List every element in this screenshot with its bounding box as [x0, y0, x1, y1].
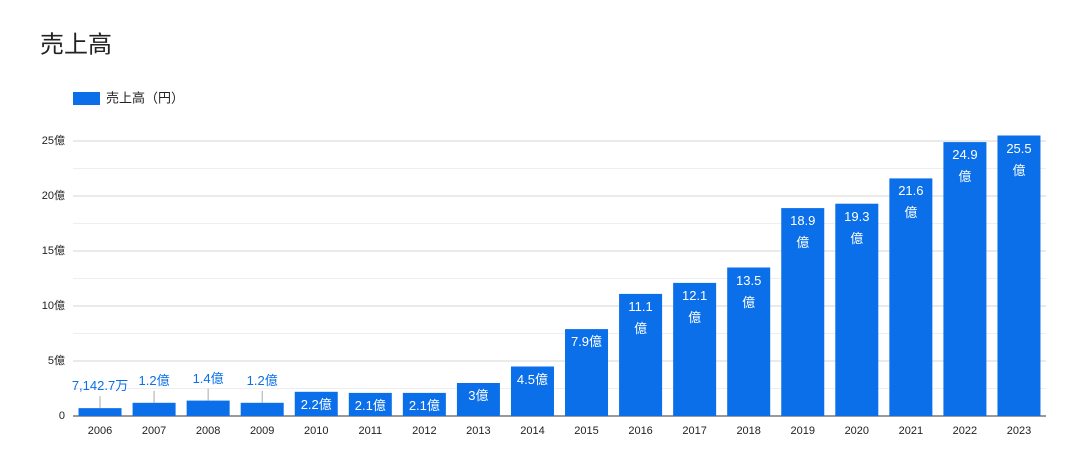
bar	[294, 391, 338, 416]
x-tick-label: 2019	[791, 425, 815, 437]
x-tick-label: 2009	[250, 425, 274, 437]
bar	[240, 402, 284, 416]
value-label: 7,142.7万	[71, 378, 129, 394]
x-tick-label: 2006	[88, 425, 112, 437]
bar	[456, 383, 500, 416]
value-label: 18.9億	[790, 213, 816, 251]
value-label: 12.1億	[681, 287, 708, 325]
bar	[348, 392, 392, 416]
x-tick-label: 2020	[845, 425, 869, 437]
value-label: 4.5億	[516, 371, 548, 387]
bar	[997, 135, 1041, 416]
bar	[402, 392, 446, 416]
x-tick-label: 2013	[466, 425, 490, 437]
value-label: 1.2億	[138, 372, 170, 388]
x-tick-label: 2016	[628, 425, 652, 437]
x-tick-label: 2021	[899, 425, 923, 437]
x-tick-label: 2022	[953, 425, 977, 437]
x-tick-label: 2018	[736, 425, 760, 437]
x-tick-label: 2012	[412, 425, 436, 437]
value-label: 11.1億	[628, 298, 653, 336]
x-tick-label: 2017	[682, 425, 706, 437]
bar	[186, 400, 230, 416]
y-tick-label: 15億	[42, 244, 65, 257]
value-label: 2.2億	[300, 396, 332, 412]
y-tick-label: 25億	[42, 134, 65, 147]
x-tick-label: 2011	[358, 425, 382, 437]
x-tick-label: 2007	[142, 425, 166, 437]
value-label: 21.6億	[898, 183, 924, 221]
legend-label: 売上高（円）	[106, 90, 184, 105]
x-tick-label: 2014	[520, 425, 544, 437]
bar	[835, 203, 879, 416]
value-label: 25.5億	[1006, 140, 1032, 178]
chart-title: 売上高	[40, 31, 112, 58]
value-label: 1.4億	[192, 370, 224, 386]
bar	[565, 329, 609, 416]
value-label: 1.2億	[246, 372, 278, 388]
bar	[132, 402, 176, 416]
bar	[673, 282, 717, 416]
bar	[510, 366, 554, 416]
bar	[889, 178, 933, 416]
x-tick-label: 2008	[196, 425, 220, 437]
bar	[943, 142, 987, 416]
bar	[78, 408, 122, 416]
bar	[781, 208, 825, 416]
y-tick-label: 20億	[42, 189, 65, 202]
x-tick-label: 2023	[1007, 425, 1031, 437]
value-label: 24.9億	[952, 147, 978, 185]
value-label: 2.1億	[354, 397, 386, 413]
bar	[727, 267, 771, 416]
value-label: 3億	[468, 388, 489, 403]
value-label: 13.5億	[736, 272, 762, 310]
y-tick-label: 5億	[48, 354, 65, 367]
legend-swatch	[73, 92, 100, 105]
x-tick-label: 2015	[574, 425, 598, 437]
y-tick-label: 0	[59, 410, 65, 422]
bar	[619, 293, 663, 416]
value-label: 19.3億	[844, 208, 870, 246]
y-tick-label: 10億	[42, 299, 65, 312]
value-label: 2.1億	[408, 397, 440, 413]
x-tick-label: 2010	[304, 425, 328, 437]
value-label: 7.9億	[570, 334, 603, 350]
